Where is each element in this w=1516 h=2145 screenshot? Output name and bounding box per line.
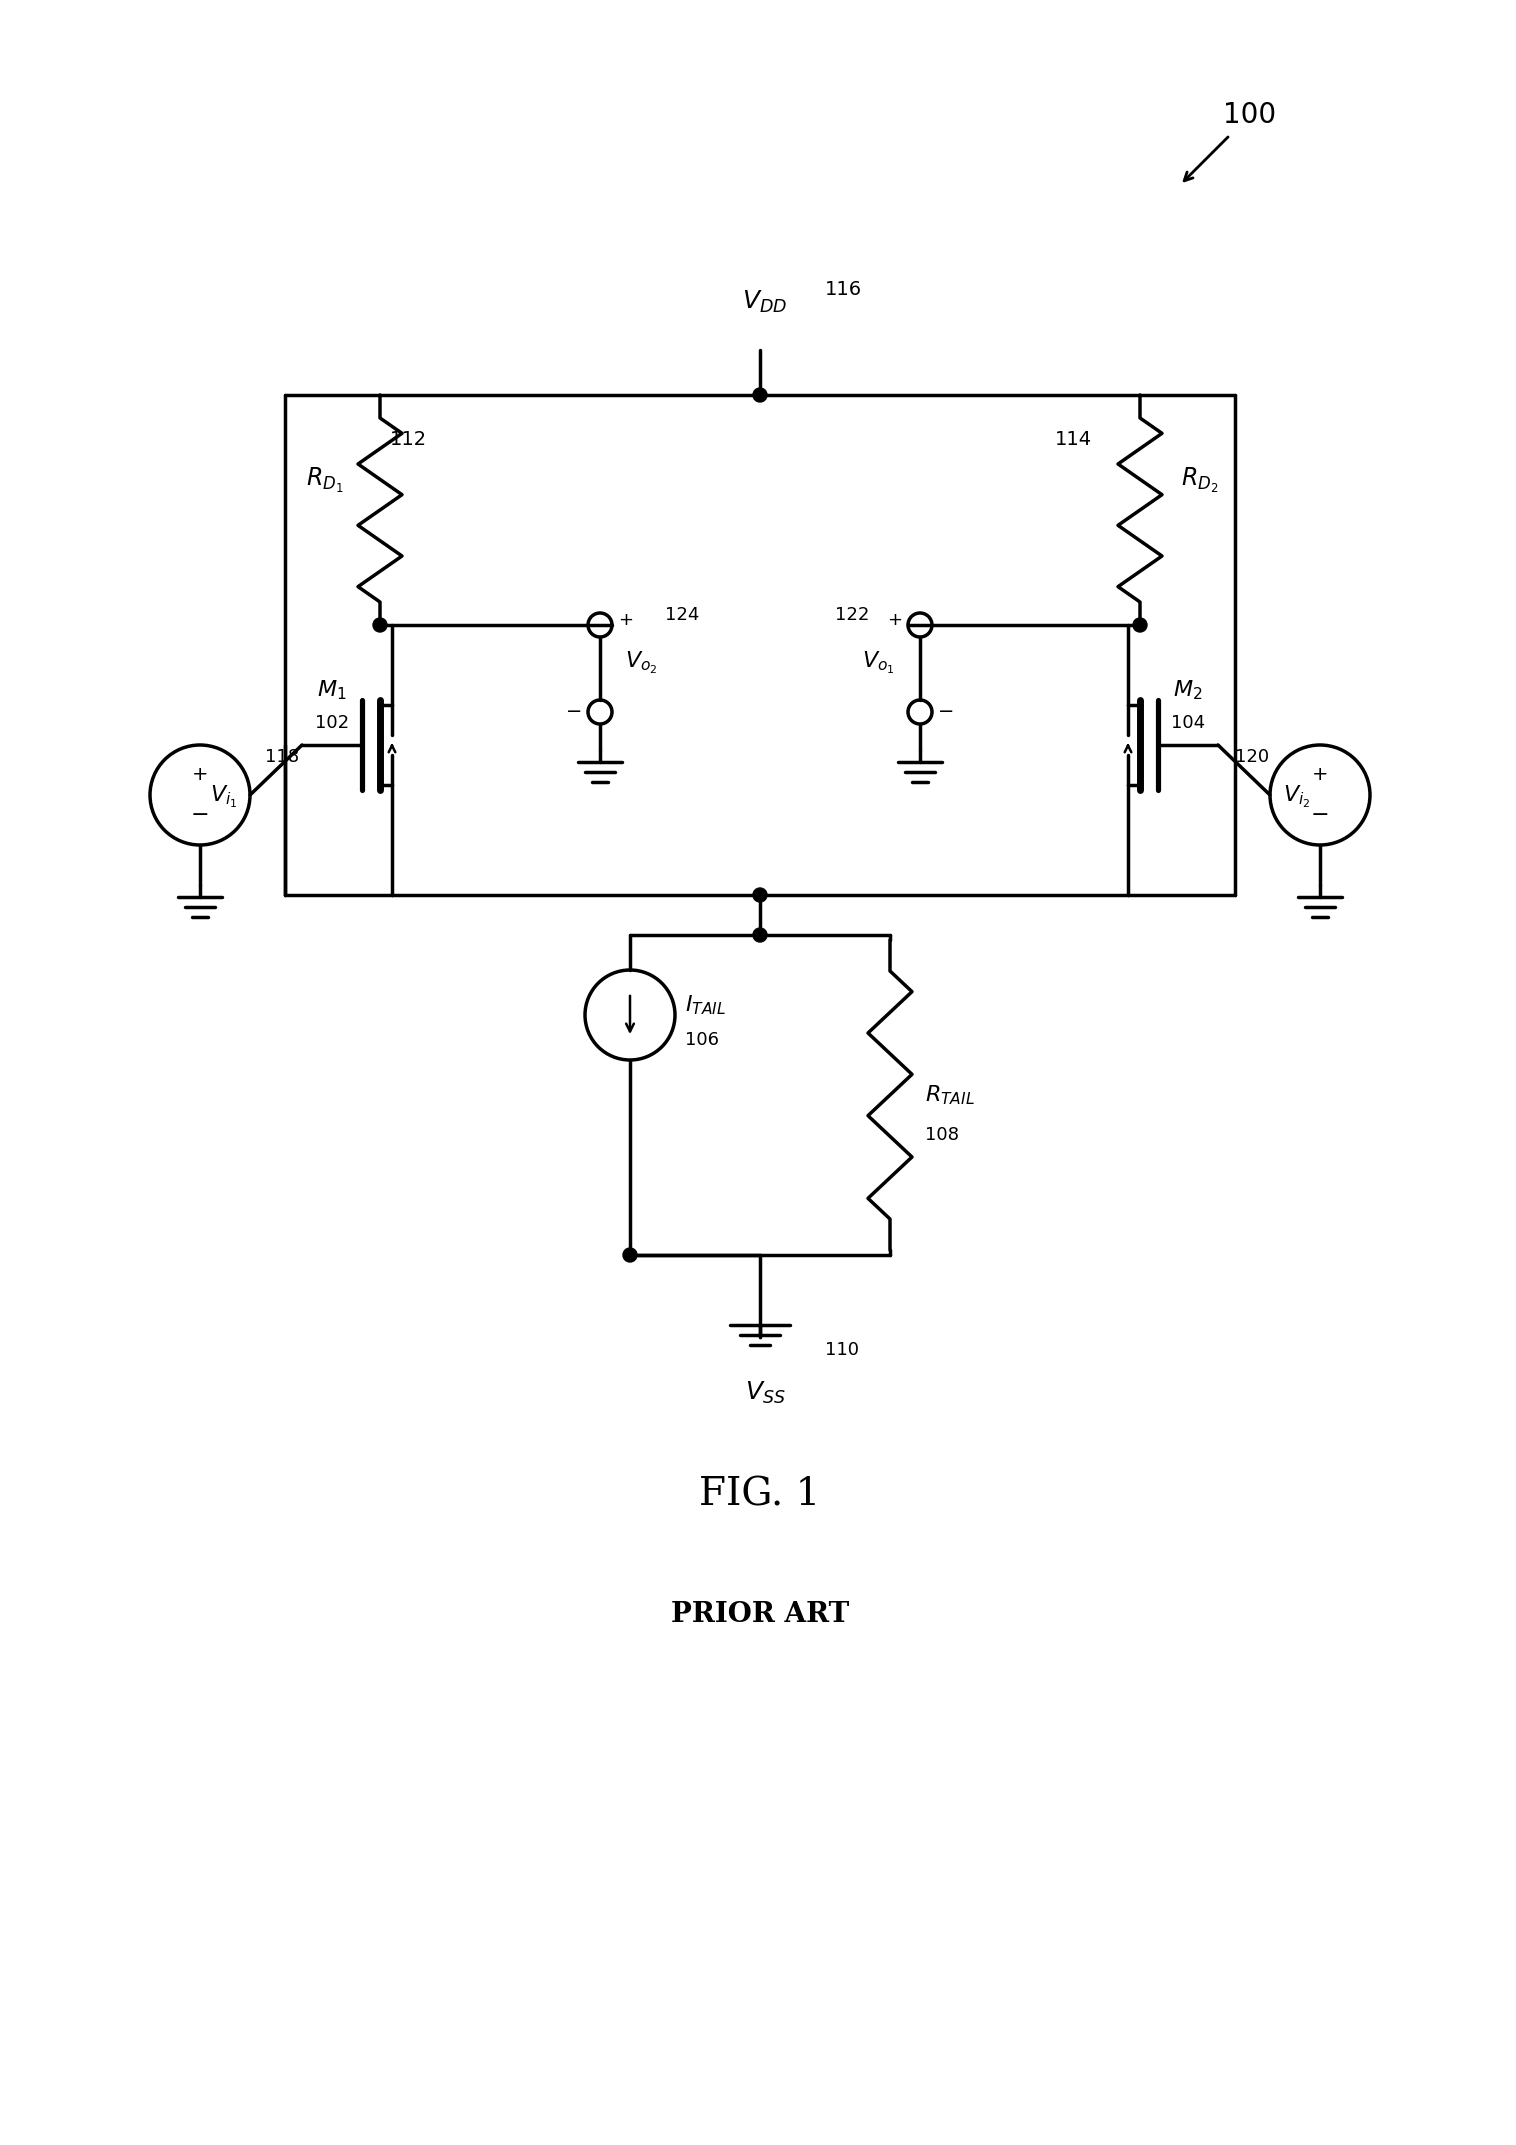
Text: $V_{i_2}$: $V_{i_2}$	[1283, 783, 1310, 811]
Text: 104: 104	[1170, 714, 1205, 731]
Text: $I_{TAIL}$: $I_{TAIL}$	[685, 993, 726, 1017]
Circle shape	[623, 1248, 637, 1261]
Text: +: +	[191, 766, 208, 785]
Text: $V_{o_2}$: $V_{o_2}$	[625, 650, 658, 676]
Text: $V_{DD}$: $V_{DD}$	[743, 290, 788, 315]
Circle shape	[1132, 618, 1148, 633]
Text: PRIOR ART: PRIOR ART	[672, 1602, 849, 1628]
Text: 112: 112	[390, 431, 428, 450]
Text: 120: 120	[1236, 749, 1269, 766]
Text: +: +	[887, 611, 902, 628]
Text: 116: 116	[825, 281, 863, 300]
Circle shape	[753, 888, 767, 903]
Text: −: −	[938, 704, 955, 721]
Text: 122: 122	[835, 607, 869, 624]
Circle shape	[753, 929, 767, 942]
Text: +: +	[619, 611, 634, 628]
Text: 124: 124	[666, 607, 699, 624]
Text: −: −	[1311, 804, 1330, 826]
Text: $V_{SS}$: $V_{SS}$	[744, 1379, 785, 1407]
Text: 118: 118	[265, 749, 299, 766]
Circle shape	[373, 618, 387, 633]
Text: $V_{i_1}$: $V_{i_1}$	[211, 783, 238, 811]
Text: −: −	[191, 804, 209, 826]
Text: $M_1$: $M_1$	[317, 678, 347, 701]
Text: $V_{o_1}$: $V_{o_1}$	[863, 650, 894, 676]
Text: −: −	[565, 704, 582, 721]
Text: 102: 102	[315, 714, 349, 731]
Text: $R_{TAIL}$: $R_{TAIL}$	[925, 1083, 975, 1107]
Text: $R_{D_1}$: $R_{D_1}$	[306, 465, 344, 495]
Text: 100: 100	[1223, 101, 1276, 129]
Text: $R_{D_2}$: $R_{D_2}$	[1181, 465, 1219, 495]
Text: FIG. 1: FIG. 1	[699, 1476, 820, 1514]
Text: 114: 114	[1055, 431, 1092, 450]
Text: 106: 106	[685, 1032, 719, 1049]
Circle shape	[753, 388, 767, 401]
Text: $M_2$: $M_2$	[1173, 678, 1202, 701]
Text: 108: 108	[925, 1126, 960, 1143]
Text: 110: 110	[825, 1341, 860, 1360]
Text: +: +	[1311, 766, 1328, 785]
